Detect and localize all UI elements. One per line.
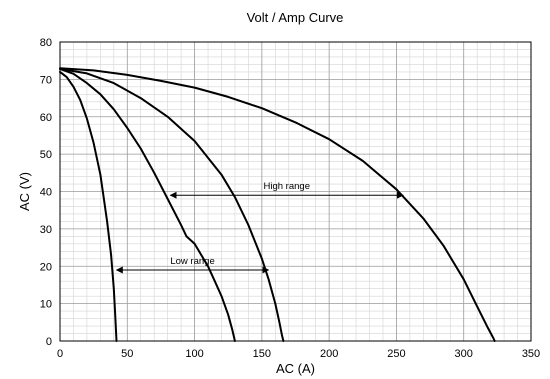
y-axis-title: AC (V) [17, 172, 32, 211]
x-tick-label: 200 [320, 348, 338, 360]
series-line-1 [59, 70, 118, 342]
y-tick-label: 50 [40, 149, 52, 161]
x-axis-title: AC (A) [276, 361, 315, 376]
x-tick-label: 250 [387, 348, 405, 360]
x-tick-label: 150 [253, 348, 271, 360]
x-tick-label: 0 [57, 348, 63, 360]
series-line-2 [59, 67, 236, 342]
y-tick-label: 80 [40, 37, 52, 49]
annotations: Low range High range [115, 181, 404, 274]
series-line-4 [59, 67, 496, 342]
x-tick-label: 100 [185, 348, 203, 360]
y-tick-label: 60 [40, 112, 52, 124]
annotation-label: Low range [170, 256, 214, 267]
y-tick-label: 40 [40, 187, 52, 199]
tick-labels: 0 50 100 150 200 250 300 350 0 10 20 30 40 50 60 70 80 [40, 37, 540, 360]
chart-title: Volt / Amp Curve [247, 10, 344, 25]
x-tick-label: 300 [455, 348, 473, 360]
x-tick-label: 50 [121, 348, 133, 360]
y-tick-label: 10 [40, 299, 52, 311]
plot-frame [59, 41, 532, 342]
y-tick-label: 0 [46, 336, 52, 348]
y-tick-label: 20 [40, 261, 52, 273]
y-tick-label: 70 [40, 74, 52, 86]
y-tick-label: 30 [40, 224, 52, 236]
annotation-label: High range [264, 181, 310, 192]
x-tick-label: 350 [522, 348, 540, 360]
